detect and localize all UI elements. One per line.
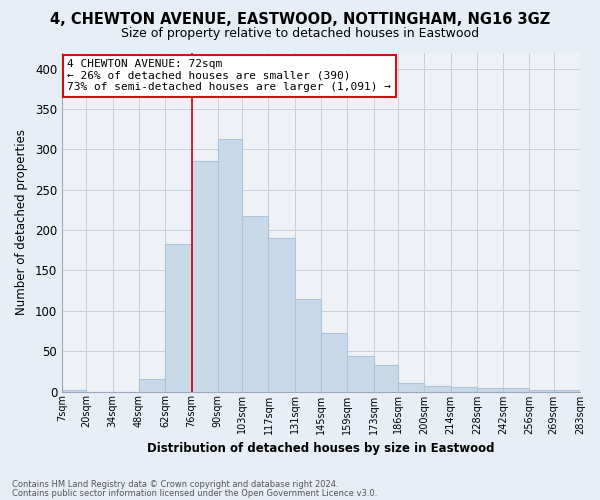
Text: 4, CHEWTON AVENUE, EASTWOOD, NOTTINGHAM, NG16 3GZ: 4, CHEWTON AVENUE, EASTWOOD, NOTTINGHAM,… [50, 12, 550, 28]
Bar [347, 356, 374, 392]
Bar [268, 238, 295, 392]
Text: Contains HM Land Registry data © Crown copyright and database right 2024.: Contains HM Land Registry data © Crown c… [12, 480, 338, 489]
Bar [424, 386, 451, 392]
Bar [191, 162, 218, 392]
Bar [62, 390, 86, 392]
Bar [451, 388, 477, 392]
Bar [139, 380, 165, 392]
Y-axis label: Number of detached properties: Number of detached properties [15, 129, 28, 315]
Bar [477, 388, 503, 392]
Bar [374, 365, 398, 392]
X-axis label: Distribution of detached houses by size in Eastwood: Distribution of detached houses by size … [147, 442, 495, 455]
Bar [554, 390, 580, 392]
Bar [295, 298, 321, 392]
Text: Size of property relative to detached houses in Eastwood: Size of property relative to detached ho… [121, 28, 479, 40]
Bar [218, 139, 242, 392]
Bar [529, 390, 554, 392]
Bar [398, 382, 424, 392]
Text: 4 CHEWTON AVENUE: 72sqm
← 26% of detached houses are smaller (390)
73% of semi-d: 4 CHEWTON AVENUE: 72sqm ← 26% of detache… [67, 60, 391, 92]
Bar [503, 388, 529, 392]
Text: Contains public sector information licensed under the Open Government Licence v3: Contains public sector information licen… [12, 488, 377, 498]
Bar [321, 334, 347, 392]
Bar [242, 216, 268, 392]
Bar [165, 244, 191, 392]
